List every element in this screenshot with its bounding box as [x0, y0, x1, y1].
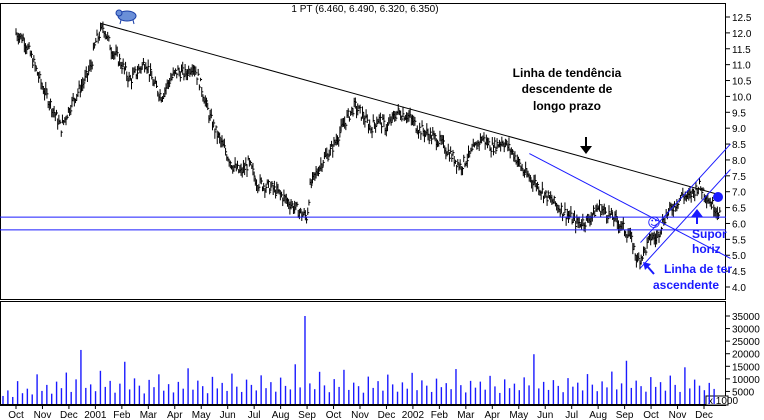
price-tick-label: 5.5: [732, 235, 746, 246]
x-tick-label: Jul: [565, 410, 578, 420]
volume-tick-label: 10000: [732, 375, 760, 386]
price-tick-label: 11.5: [732, 45, 751, 56]
price-tick-label: 10.5: [732, 77, 752, 88]
x-tick-label: Nov: [351, 410, 369, 420]
price-tick-label: 9.5: [732, 108, 746, 119]
volume-tick-label: 30000: [732, 325, 760, 336]
price-tick-label: 12.5: [732, 13, 752, 24]
price-tick-label: 9.0: [732, 124, 746, 135]
price-tick-label: 8.5: [732, 140, 746, 151]
volume-tick-label: 5000: [732, 387, 755, 398]
x-tick-label: Sep: [616, 410, 634, 420]
x-tick-label: 2001: [84, 410, 107, 420]
x-tick-label: Dec: [378, 410, 396, 420]
x-tick-label: Oct: [326, 410, 342, 420]
volume-unit-label: x 1000: [708, 396, 738, 407]
x-tick-label: Mar: [140, 410, 158, 420]
smiley-icon: ☺: [647, 216, 661, 231]
bull-logo-icon: [115, 9, 137, 25]
up-arrow-icon: [691, 209, 703, 224]
x-tick-label: Feb: [113, 410, 131, 420]
x-tick-label: Nov: [669, 410, 687, 420]
annotation-support: Supor horiz: [692, 227, 727, 256]
blue-dot-marker: [713, 192, 723, 202]
x-tick-label: Feb: [431, 410, 449, 420]
x-tick-label: Oct: [643, 410, 659, 420]
price-tick-label: 6.5: [732, 204, 746, 215]
trend-lines: [0, 22, 731, 269]
x-tick-label: Aug: [589, 410, 607, 420]
volume-tick-label: 35000: [732, 312, 760, 323]
chart-title: 1 PT (6.460, 6.490, 6.320, 6.350): [291, 4, 438, 15]
x-axis: Oct Nov Dec 2001 Feb Mar Apr May Jun Jul Aug Sep Oct…: [8, 405, 713, 420]
volume-tick-label: 20000: [732, 350, 760, 361]
x-tick-label: Oct: [8, 410, 24, 420]
svg-text:descendente de: descendente de: [522, 82, 613, 96]
price-panel-frame: [0, 3, 726, 300]
x-tick-label: Jun: [537, 410, 553, 420]
price-tick-label: 4.5: [732, 267, 746, 278]
annotation-long-trend: Linha de tendência descendente de longo …: [513, 66, 622, 113]
price-tick-label: 4.0: [732, 283, 746, 294]
price-tick-label: 6.0: [732, 219, 746, 230]
x-tick-label: Jul: [248, 410, 261, 420]
x-tick-label: May: [192, 410, 211, 420]
trend-line: [640, 169, 731, 269]
trend-line: [529, 153, 731, 259]
price-tick-label: 8.0: [732, 156, 746, 167]
volume-tick-label: 15000: [732, 362, 760, 373]
svg-text:ascendente: ascendente: [653, 278, 719, 292]
volume-bars: [2, 316, 715, 404]
svg-text:Supor: Supor: [692, 227, 727, 241]
price-tick-label: 12.0: [732, 29, 752, 40]
svg-text:longo prazo: longo prazo: [533, 99, 601, 113]
x-tick-label: Dec: [695, 410, 713, 420]
down-arrow-icon: [580, 137, 592, 154]
svg-text:Linha de tendência: Linha de tendência: [513, 66, 622, 80]
x-tick-label: Mar: [457, 410, 475, 420]
svg-text:horiz: horiz: [692, 242, 721, 256]
x-tick-label: Apr: [167, 410, 183, 420]
x-tick-label: Sep: [298, 410, 316, 420]
price-tick-label: 11.0: [732, 61, 751, 72]
x-tick-label: Aug: [272, 410, 290, 420]
x-tick-label: Jun: [220, 410, 236, 420]
x-tick-label: May: [509, 410, 528, 420]
price-tick-label: 5.0: [732, 251, 746, 262]
x-tick-label: 2002: [402, 410, 425, 420]
volume-unit-box: [705, 395, 729, 406]
volume-tick-label: 25000: [732, 337, 760, 348]
price-tick-label: 10.0: [732, 92, 752, 103]
x-tick-label: Apr: [485, 410, 501, 420]
diagonal-arrow-icon: [643, 262, 655, 275]
x-tick-label: Nov: [34, 410, 52, 420]
trend-line: [640, 143, 731, 243]
price-axis: 12.5 12.0 11.5 11.0 10.5 10.0 9.5 9.0 8.5 8.0 7.5 7…: [726, 13, 752, 294]
price-bars: [15, 21, 722, 270]
svg-text:Linha de ter: Linha de ter: [664, 262, 732, 276]
price-tick-label: 7.0: [732, 188, 746, 199]
x-tick-label: Dec: [60, 410, 78, 420]
annotation-ascending: Linha de ter ascendente: [653, 262, 732, 292]
trend-line: [100, 22, 721, 196]
volume-panel-frame: [0, 301, 726, 405]
price-tick-label: 7.5: [732, 172, 746, 183]
